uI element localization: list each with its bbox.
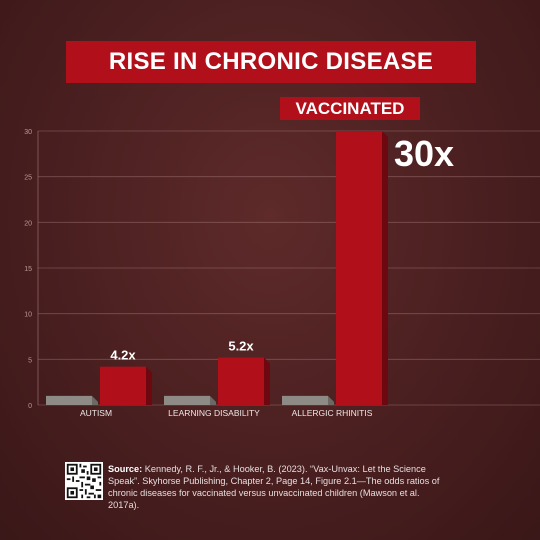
source-citation: Source: Kennedy, R. F., Jr., & Hooker, B… <box>108 463 448 511</box>
source-text: Kennedy, R. F., Jr., & Hooker, B. (2023)… <box>108 464 440 510</box>
qr-code-icon <box>65 462 103 500</box>
y-tick-label: 25 <box>24 175 32 182</box>
bar-vaccinated-side <box>264 357 270 405</box>
y-tick-label: 20 <box>24 220 32 227</box>
legend-vaccinated: VACCINATED <box>280 97 420 120</box>
category-label: AUTISM <box>80 408 112 418</box>
y-tick-label: 10 <box>24 312 32 319</box>
source-label: Source: <box>108 464 143 474</box>
category-label: ALLERGIC RHINITIS <box>292 408 373 418</box>
bar-vaccinated <box>100 366 146 405</box>
bar-unvaccinated <box>282 395 328 405</box>
category-label: LEARNING DISABILITY <box>168 408 260 418</box>
y-tick-label: 30 <box>24 129 32 136</box>
bar-vaccinated-side <box>382 131 388 405</box>
y-tick-label: 5 <box>28 357 32 364</box>
data-label: 4.2x <box>110 348 136 363</box>
bar-vaccinated <box>336 131 382 405</box>
bar-vaccinated <box>218 357 264 405</box>
data-label: 30x <box>394 133 454 174</box>
y-tick-label: 0 <box>28 403 32 410</box>
bar-unvaccinated-side <box>328 395 334 405</box>
bar-unvaccinated-side <box>92 395 98 405</box>
chart-title: RISE IN CHRONIC DISEASE <box>66 41 476 83</box>
data-label: 5.2x <box>228 339 254 354</box>
bar-unvaccinated-side <box>210 395 216 405</box>
bar-vaccinated-side <box>146 366 152 405</box>
bar-unvaccinated <box>164 395 210 405</box>
y-tick-label: 15 <box>24 266 32 273</box>
bar-unvaccinated <box>46 395 92 405</box>
